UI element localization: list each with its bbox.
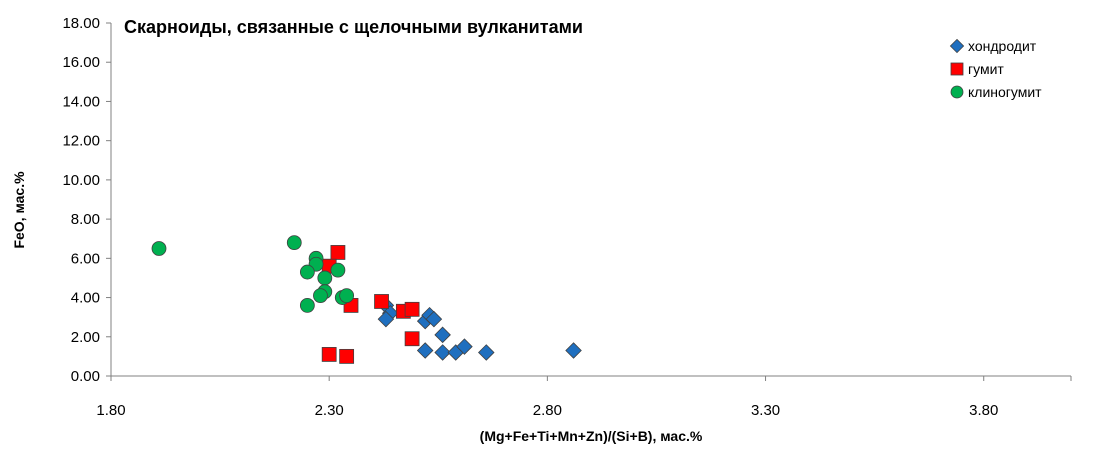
data-point [404, 331, 420, 347]
data-point [330, 245, 346, 260]
x-tick-label: 3.80 [969, 402, 998, 419]
y-axis-label: FeO, мас.% [11, 171, 27, 249]
x-axis-label: (Mg+Fe+Ti+Mn+Zn)/(Si+B), мас.% [480, 428, 703, 444]
y-axis: 0.00 2.00 4.00 6.00 8.00 10.00 12.00 14.00 16.00… [62, 15, 112, 385]
y-tick-label: 8.00 [71, 211, 100, 228]
y-tick-label: 10.00 [62, 172, 100, 189]
data-point [374, 294, 389, 309]
y-tick-label: 12.00 [62, 133, 100, 150]
y-tick-label: 14.00 [62, 93, 100, 110]
x-tick-label: 3.30 [751, 402, 780, 419]
data-point [434, 326, 451, 344]
data-point [404, 301, 420, 317]
data-point [299, 297, 315, 313]
chart-title: Скарноиды, связанные с щелочными вулкани… [124, 17, 583, 37]
y-tick-label: 16.00 [62, 54, 100, 71]
y-tick-label: 18.00 [62, 15, 100, 32]
data-point [339, 288, 355, 303]
legend-marker [949, 38, 965, 54]
y-tick-label: 2.00 [71, 329, 100, 346]
y-tick-label: 4.00 [71, 290, 100, 307]
data-point [434, 344, 451, 361]
x-axis: 1.80 2.30 2.80 3.30 3.80 [96, 375, 1072, 419]
x-tick-label: 1.80 [96, 402, 125, 419]
series-square [321, 245, 420, 364]
data-point [425, 310, 443, 328]
y-tick-label: 0.00 [71, 368, 100, 385]
data-point [456, 338, 473, 355]
series-diamond [377, 297, 582, 361]
data-point [151, 241, 167, 256]
x-tick-label: 2.30 [315, 402, 344, 419]
data-point [330, 262, 346, 278]
data-point [313, 288, 328, 303]
series-circle [151, 235, 355, 313]
legend: хондродит гумит клиногумит [949, 38, 1042, 100]
legend-label: клиногумит [968, 84, 1042, 100]
data-point [377, 310, 395, 328]
legend-label: хондродит [968, 38, 1037, 54]
legend-marker [950, 62, 964, 76]
data-point [321, 347, 337, 362]
data-points [151, 235, 582, 364]
data-point [416, 342, 434, 359]
legend-label: гумит [968, 61, 1004, 77]
data-point [286, 235, 302, 251]
y-tick-label: 6.00 [71, 250, 100, 267]
legend-marker [950, 85, 964, 99]
data-point [478, 344, 495, 361]
data-point [317, 270, 333, 286]
data-point [299, 264, 315, 280]
x-tick-label: 2.80 [533, 402, 562, 419]
data-point [339, 348, 355, 364]
data-point [565, 342, 582, 359]
